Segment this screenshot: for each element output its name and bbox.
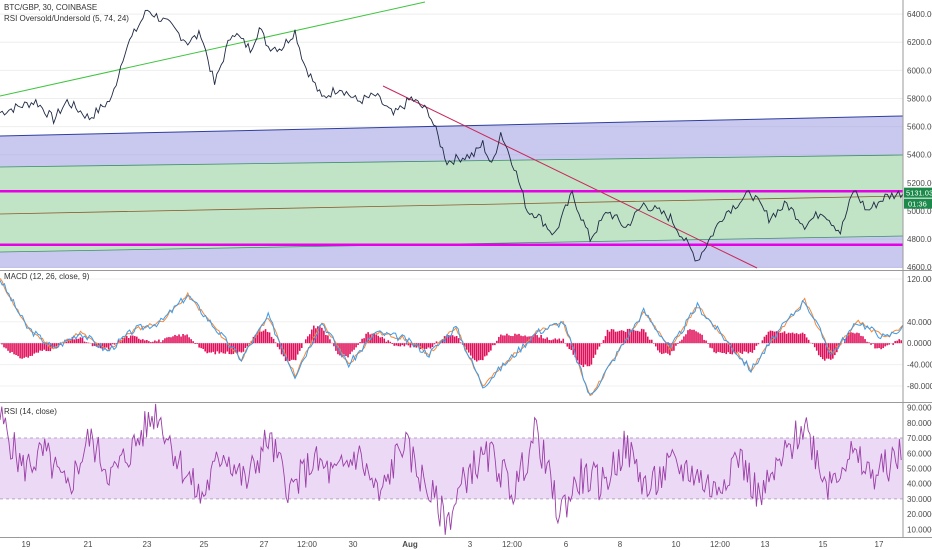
x-tick-label: 8 — [618, 540, 623, 549]
price-scale-background — [903, 0, 932, 550]
y-tick-label: 60.0000 — [907, 449, 932, 458]
rsi-pane[interactable] — [0, 403, 903, 535]
y-tick-label: 40.0000 — [907, 318, 932, 327]
macd-signal-line[interactable] — [0, 278, 904, 397]
y-tick-label: 4600.00 — [907, 263, 932, 272]
x-tick-label: 13 — [761, 540, 770, 549]
y-tick-label: 5400.00 — [907, 151, 932, 160]
macd-line[interactable] — [0, 280, 904, 396]
indicator-title: RSI Oversold/Undersold (5, 74, 24) — [4, 14, 129, 23]
y-tick-label: 0.0000 — [907, 339, 932, 348]
y-tick-label: 40.0000 — [907, 480, 932, 489]
x-tick-label: 10 — [672, 540, 681, 549]
last-price-label: 5131.03 — [906, 189, 932, 198]
y-tick-label: 6000.00 — [907, 66, 932, 75]
x-tick-label: 17 — [875, 540, 884, 549]
channel-upper-line — [0, 115, 904, 137]
y-tick-label: 5800.00 — [907, 94, 932, 103]
x-tick-label: 30 — [349, 540, 358, 549]
x-tick-label: 27 — [260, 540, 269, 549]
y-tick-label: -80.0000 — [907, 382, 932, 391]
red-trend-line — [382, 85, 758, 269]
rsi-title: RSI (14, close) — [4, 407, 57, 416]
rsi-line[interactable] — [0, 403, 902, 535]
y-tick-label: 6200.00 — [907, 38, 932, 47]
symbol-title: BTC/GBP, 30, COINBASE — [4, 3, 97, 12]
price-pane[interactable]: 5131.03 01:36 — [0, 1, 932, 269]
green-trend-line — [0, 1, 426, 97]
y-tick-label: 5600.00 — [907, 123, 932, 132]
y-tick-label: 6400.00 — [907, 10, 932, 19]
last-price-tag — [904, 187, 932, 198]
y-tick-label: 5000.00 — [907, 207, 932, 216]
x-tick-label: Aug — [402, 540, 418, 549]
countdown-tag — [904, 198, 932, 209]
x-tick-label: 23 — [143, 540, 152, 549]
y-tick-label: 30.0000 — [907, 495, 932, 504]
x-tick-label: 12:00 — [502, 540, 523, 549]
x-tick-label: 15 — [819, 540, 828, 549]
y-tick-label: 20.0000 — [907, 510, 932, 519]
x-tick-label: 12:00 — [297, 540, 318, 549]
x-tick-label: 12:00 — [710, 540, 731, 549]
y-tick-label: 4800.00 — [907, 235, 932, 244]
x-tick-label: 19 — [22, 540, 31, 549]
y-tick-label: 80.0000 — [907, 419, 932, 428]
channel-inner-line — [0, 154, 904, 168]
macd-pane[interactable] — [0, 278, 904, 397]
y-tick-label: 90.0000 — [907, 404, 932, 413]
y-tick-label: 120.0000 — [907, 275, 932, 284]
x-tick-label: 6 — [564, 540, 569, 549]
y-tick-label: 10.0000 — [907, 525, 932, 534]
channel-band-green — [0, 155, 903, 252]
y-tick-label: 70.0000 — [907, 434, 932, 443]
y-tick-label: 50.0000 — [907, 464, 932, 473]
rsi-band — [0, 438, 903, 499]
y-tick-label: -40.0000 — [907, 361, 932, 370]
y-tick-label: 5200.00 — [907, 179, 932, 188]
x-tick-label: 25 — [200, 540, 209, 549]
countdown-label: 01:36 — [908, 200, 927, 209]
price-series-line[interactable] — [0, 9, 904, 262]
x-tick-label: 3 — [468, 540, 473, 549]
macd-title: MACD (12, 26, close, 9) — [4, 272, 90, 281]
x-tick-label: 21 — [84, 540, 93, 549]
